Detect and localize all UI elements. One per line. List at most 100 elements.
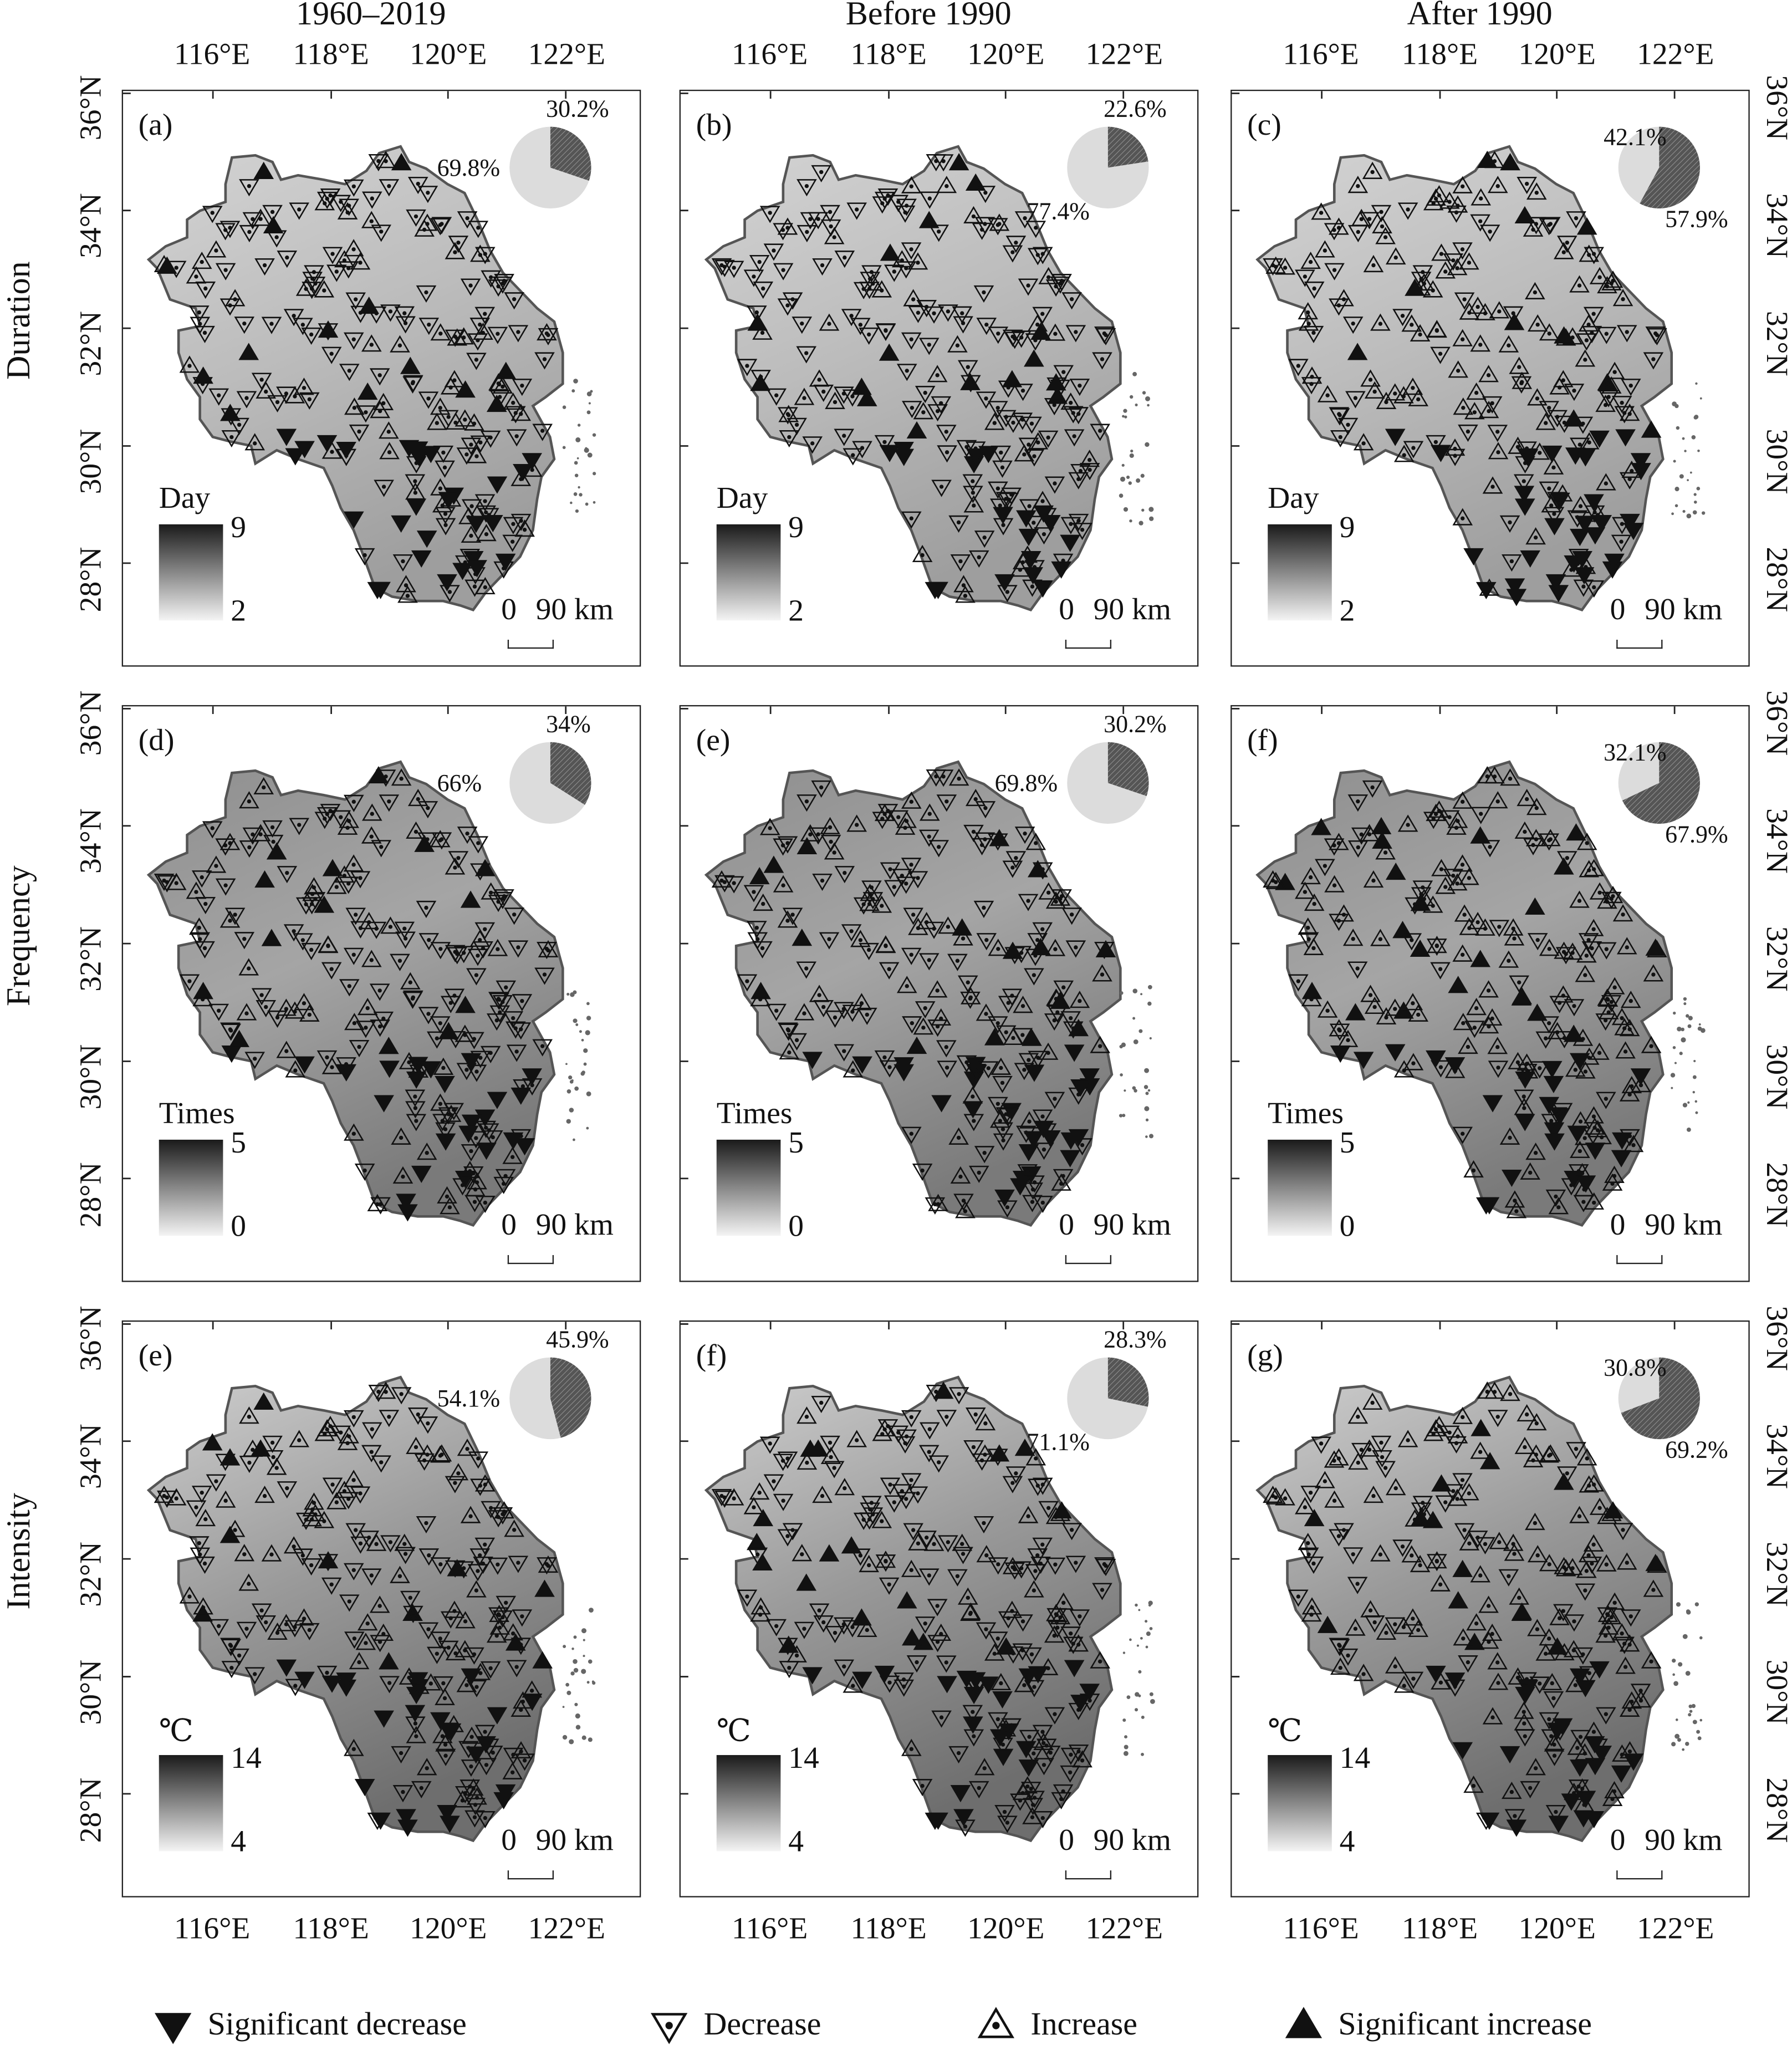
station-dot (858, 323, 863, 327)
increase-marker (950, 1166, 971, 1184)
increase-marker (1446, 817, 1467, 835)
station-dot (1323, 864, 1328, 868)
station-dot (197, 310, 202, 315)
increase-marker (1619, 1019, 1640, 1037)
increase-marker (435, 1687, 455, 1705)
station-dot (1552, 512, 1556, 516)
lon-tick-label-bottom: 116°E (731, 1913, 808, 1946)
station-dot (1434, 328, 1439, 333)
station-dot (1303, 1505, 1308, 1509)
station-dot (1325, 1008, 1330, 1013)
increase-marker (1051, 1173, 1071, 1191)
station-dot (285, 1486, 289, 1491)
station-dot (354, 912, 358, 917)
station-dot (1319, 1441, 1324, 1446)
station-dot (821, 1620, 826, 1625)
increase-marker (1514, 1713, 1535, 1731)
station-dot (1061, 1174, 1065, 1179)
station-dot (1005, 1820, 1010, 1825)
increase-marker (1539, 1628, 1559, 1646)
colorbar (159, 1139, 223, 1236)
decrease-marker (350, 305, 371, 323)
station-dot (381, 1016, 386, 1021)
island (1121, 463, 1125, 467)
station-dot (1561, 1565, 1566, 1569)
station-dot (982, 535, 987, 540)
station-dot (774, 1008, 779, 1013)
decrease-marker (974, 1146, 995, 1164)
decrease-marker (895, 1436, 916, 1454)
decrease-marker (812, 258, 833, 276)
station-dot (1583, 358, 1587, 362)
decrease-marker (1401, 933, 1422, 951)
station-dot (1467, 1541, 1472, 1546)
station-dot (1046, 1506, 1051, 1510)
decrease-marker (1065, 325, 1086, 343)
decrease-marker (1430, 962, 1451, 980)
decrease-marker (987, 1016, 1008, 1034)
island (1124, 1745, 1129, 1750)
decrease-marker (1452, 242, 1473, 260)
station-dot (971, 214, 976, 219)
decrease-marker (778, 1638, 798, 1655)
lat-tick-label-left: 32°N (75, 310, 109, 376)
station-dot (381, 1631, 386, 1636)
increase-marker (467, 1787, 487, 1805)
decrease-marker (842, 389, 863, 407)
increase-marker (416, 1143, 437, 1160)
decrease-marker (850, 1548, 871, 1566)
station-dot (1628, 999, 1633, 1003)
island (1145, 1620, 1148, 1623)
island (1119, 1114, 1123, 1118)
increase-marker (1523, 1450, 1544, 1467)
decrease-marker (504, 292, 524, 310)
station-dot (1565, 856, 1569, 860)
significant-decrease-marker (374, 1710, 394, 1728)
decrease-marker (1620, 379, 1641, 396)
decrease-marker (1412, 880, 1433, 898)
station-dot (501, 384, 505, 389)
decrease-marker (215, 838, 236, 856)
station-dot (484, 510, 488, 514)
decrease-marker (976, 1622, 997, 1640)
station-dot (1609, 999, 1614, 1004)
significant-decrease-marker (1611, 1150, 1632, 1167)
station-dot (468, 1514, 473, 1518)
significant-decrease-marker (367, 582, 388, 599)
decrease-marker (537, 942, 557, 960)
lat-tick-label-right: 32°N (1759, 926, 1792, 992)
increase-marker (250, 824, 271, 842)
significant-increase-marker (474, 859, 496, 876)
station-dot (1488, 845, 1492, 849)
station-dot (888, 1482, 892, 1487)
increase-marker (1482, 1707, 1503, 1725)
decrease-marker (224, 907, 246, 925)
significant-decrease-marker (852, 1671, 872, 1689)
station-dot (998, 1119, 1002, 1123)
decrease-marker (1458, 1655, 1478, 1673)
colorbar-unit: Times (716, 1097, 793, 1131)
station-dot (1041, 532, 1046, 537)
island (1123, 507, 1129, 512)
island (1679, 1052, 1683, 1055)
station-dot (251, 1447, 255, 1452)
decrease-marker (1403, 441, 1424, 458)
station-dot (397, 1574, 402, 1578)
station-dot (1538, 451, 1542, 455)
station-dot (802, 396, 806, 400)
station-dot (1548, 222, 1553, 226)
station-dot (478, 322, 482, 327)
scale-bar-label: 90 km (1093, 593, 1171, 627)
station-dot (957, 1392, 961, 1396)
colorbar-max: 5 (788, 1126, 804, 1160)
station-dot (964, 445, 969, 449)
decrease-marker (1568, 1164, 1589, 1182)
decrease-marker (239, 225, 260, 243)
decrease-marker (1479, 840, 1500, 858)
decrease-marker (1295, 269, 1315, 287)
significant-decrease-marker (1630, 1068, 1651, 1086)
decrease-marker (976, 318, 997, 335)
colorbar (1268, 1139, 1332, 1236)
increase-marker (1342, 929, 1364, 946)
station-dot (1576, 553, 1581, 558)
